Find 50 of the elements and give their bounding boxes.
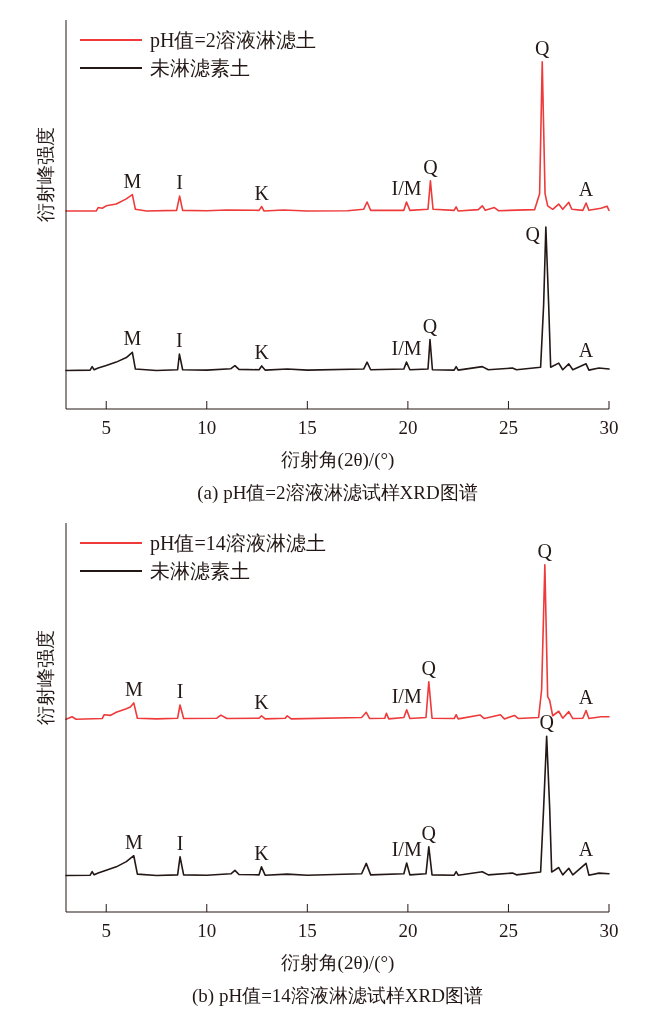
x-tick-label: 10	[197, 920, 217, 941]
annotation: K	[254, 340, 270, 363]
annotation: I/M	[391, 684, 422, 707]
annotation: K	[254, 841, 270, 864]
y-axis-title: 衍射峰强度	[35, 127, 56, 222]
x-tick-label: 30	[599, 920, 619, 941]
annotation: I/M	[391, 838, 422, 861]
annotation: I/M	[391, 177, 422, 199]
annotation: A	[578, 838, 594, 861]
x-tick-label: 30	[599, 417, 619, 438]
x-tick-label: 10	[197, 417, 217, 438]
text: (a) pH值=2溶液淋滤试样XRD图谱	[197, 482, 478, 504]
annotation: A	[578, 338, 594, 361]
text: (b) pH值=14溶液淋滤试样XRD图谱	[192, 985, 483, 1007]
annotation: Q	[525, 223, 541, 245]
x-axis-title: 衍射角(2θ)/(°)	[280, 952, 395, 974]
annotation: I	[176, 329, 183, 352]
x-tick-label: 25	[498, 920, 518, 941]
legend-label: 未淋滤素土	[150, 560, 250, 582]
legend-label: 未淋滤素土	[150, 57, 250, 79]
annotation: I	[176, 680, 184, 702]
annotation: M	[124, 830, 143, 853]
x-axis-title: 衍射角(2θ)/(°)	[280, 449, 395, 471]
x-tick-label: 5	[101, 920, 111, 941]
x-tick-label: 20	[398, 920, 418, 941]
annotation: K	[254, 690, 270, 713]
annotation: Q	[539, 711, 555, 734]
annotation: I	[176, 171, 183, 194]
annotation: Q	[421, 821, 437, 844]
annotation: A	[578, 178, 594, 201]
annotation: M	[123, 169, 142, 192]
annotation: Q	[422, 314, 438, 337]
annotation: I	[176, 831, 184, 854]
y-axis-title: 衍射峰强度	[35, 630, 56, 725]
annotation: I/M	[391, 337, 422, 360]
annotation: M	[124, 677, 143, 700]
x-tick-label: 5	[101, 417, 111, 438]
annotation: Q	[535, 36, 550, 59]
annotation: Q	[421, 656, 437, 679]
x-tick-label: 25	[498, 417, 518, 438]
legend-label: pH值=2溶液淋滤土	[150, 29, 316, 52]
annotation: Q	[537, 539, 553, 562]
legend-label: pH值=14溶液淋滤土	[150, 532, 326, 555]
x-tick-label: 15	[297, 417, 317, 438]
annotation: K	[254, 181, 270, 204]
annotation: Q	[423, 155, 439, 178]
annotation: A	[578, 685, 594, 708]
annotation: M	[123, 327, 142, 350]
x-tick-label: 20	[398, 417, 418, 438]
x-tick-label: 15	[297, 920, 317, 941]
